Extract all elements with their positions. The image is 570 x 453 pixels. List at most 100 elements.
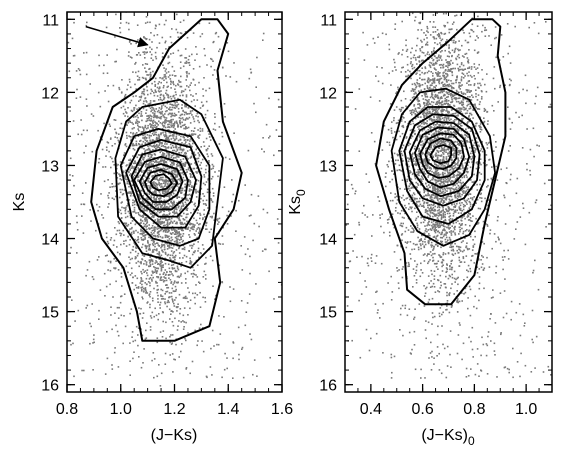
- scatter-point: [155, 192, 157, 194]
- scatter-point: [141, 92, 143, 95]
- scatter-point: [190, 189, 193, 191]
- scatter-point: [203, 48, 206, 50]
- scatter-point: [207, 147, 209, 150]
- scatter-point: [191, 176, 194, 178]
- scatter-point: [163, 135, 166, 138]
- scatter-point: [406, 314, 409, 317]
- scatter-point: [154, 192, 156, 195]
- scatter-point: [150, 155, 153, 158]
- scatter-point: [218, 126, 221, 128]
- scatter-point: [151, 233, 154, 235]
- scatter-point: [140, 238, 143, 241]
- scatter-point: [418, 303, 421, 305]
- scatter-point: [445, 174, 448, 177]
- scatter-point: [149, 21, 151, 24]
- scatter-point: [142, 77, 145, 79]
- scatter-point: [184, 132, 186, 135]
- scatter-point: [136, 75, 139, 77]
- scatter-point: [178, 205, 180, 208]
- scatter-point: [71, 299, 73, 301]
- scatter-point: [200, 323, 202, 326]
- scatter-point: [114, 347, 116, 349]
- scatter-point: [358, 299, 360, 302]
- scatter-point: [221, 376, 223, 379]
- scatter-point: [179, 85, 182, 88]
- scatter-point: [80, 119, 82, 121]
- scatter-point: [169, 205, 171, 207]
- scatter-point: [393, 173, 395, 175]
- scatter-point: [163, 244, 166, 246]
- scatter-point: [163, 145, 166, 148]
- scatter-point: [214, 171, 216, 173]
- scatter-point: [186, 207, 189, 210]
- scatter-point: [204, 301, 207, 303]
- scatter-point: [83, 203, 86, 206]
- scatter-point: [194, 329, 196, 332]
- scatter-point: [128, 159, 130, 161]
- scatter-point: [167, 123, 169, 126]
- scatter-point: [148, 259, 151, 261]
- scatter-point: [121, 91, 123, 93]
- scatter-point: [157, 109, 160, 112]
- scatter-point: [127, 84, 129, 86]
- scatter-point: [175, 195, 177, 198]
- scatter-point: [124, 115, 126, 117]
- scatter-point: [151, 359, 153, 362]
- scatter-point: [168, 129, 170, 132]
- scatter-point: [179, 208, 182, 211]
- scatter-point: [277, 98, 280, 101]
- scatter-point: [160, 260, 162, 262]
- scatter-point: [211, 155, 214, 157]
- scatter-point: [144, 126, 147, 128]
- scatter-point: [124, 93, 127, 96]
- scatter-point: [351, 339, 353, 342]
- scatter-point: [437, 224, 439, 227]
- scatter-point: [419, 110, 422, 112]
- scatter-point: [190, 155, 193, 158]
- scatter-point: [167, 179, 169, 182]
- scatter-point: [114, 128, 116, 131]
- scatter-point: [162, 280, 165, 283]
- scatter-point: [410, 57, 412, 60]
- scatter-point: [375, 291, 377, 293]
- scatter-point: [140, 278, 143, 280]
- scatter-point: [147, 164, 150, 167]
- scatter-point: [424, 161, 427, 163]
- scatter-point: [153, 80, 156, 83]
- scatter-point: [468, 116, 470, 118]
- scatter-point: [134, 133, 137, 135]
- scatter-point: [202, 104, 205, 107]
- scatter-point: [456, 28, 458, 31]
- scatter-point: [151, 115, 153, 118]
- scatter-point: [139, 203, 142, 206]
- scatter-point: [91, 276, 94, 278]
- scatter-point: [134, 238, 136, 241]
- scatter-point: [123, 189, 126, 191]
- scatter-point: [507, 106, 509, 108]
- scatter-point: [145, 218, 147, 221]
- scatter-point: [160, 185, 163, 187]
- scatter-point: [458, 86, 460, 89]
- scatter-point: [453, 164, 456, 167]
- scatter-point: [269, 135, 271, 138]
- scatter-point: [184, 154, 186, 157]
- scatter-point: [442, 90, 444, 92]
- scatter-point: [148, 227, 150, 229]
- scatter-point: [131, 204, 134, 207]
- scatter-point: [373, 140, 376, 143]
- scatter-point: [440, 187, 443, 190]
- scatter-point: [173, 305, 176, 307]
- scatter-point: [125, 145, 128, 148]
- scatter-point: [407, 261, 410, 264]
- scatter-point: [155, 138, 158, 140]
- scatter-point: [247, 248, 249, 250]
- scatter-point: [152, 100, 155, 102]
- scatter-point: [266, 211, 269, 214]
- scatter-point: [179, 178, 181, 181]
- scatter-point: [169, 132, 172, 134]
- scatter-point: [395, 138, 398, 141]
- scatter-point: [168, 154, 170, 157]
- scatter-point: [176, 159, 178, 161]
- scatter-point: [135, 42, 137, 45]
- scatter-point: [186, 127, 188, 129]
